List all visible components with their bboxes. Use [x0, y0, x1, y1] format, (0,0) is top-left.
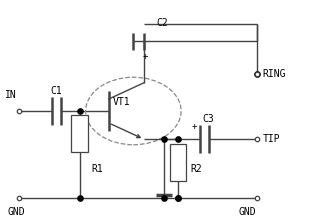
- Text: RING: RING: [263, 69, 286, 79]
- Text: GND: GND: [7, 207, 25, 217]
- Text: C1: C1: [51, 86, 62, 96]
- Bar: [71, 115, 88, 152]
- Text: TIP: TIP: [263, 134, 280, 144]
- Text: R1: R1: [92, 164, 104, 174]
- Text: C2: C2: [156, 18, 168, 28]
- Text: +: +: [191, 122, 197, 131]
- Text: R2: R2: [190, 164, 202, 174]
- Text: C3: C3: [203, 114, 214, 124]
- Text: +: +: [143, 52, 149, 61]
- Text: VT1: VT1: [112, 97, 130, 107]
- Text: IN: IN: [5, 90, 16, 100]
- Text: GND: GND: [238, 207, 256, 217]
- Bar: [170, 144, 187, 181]
